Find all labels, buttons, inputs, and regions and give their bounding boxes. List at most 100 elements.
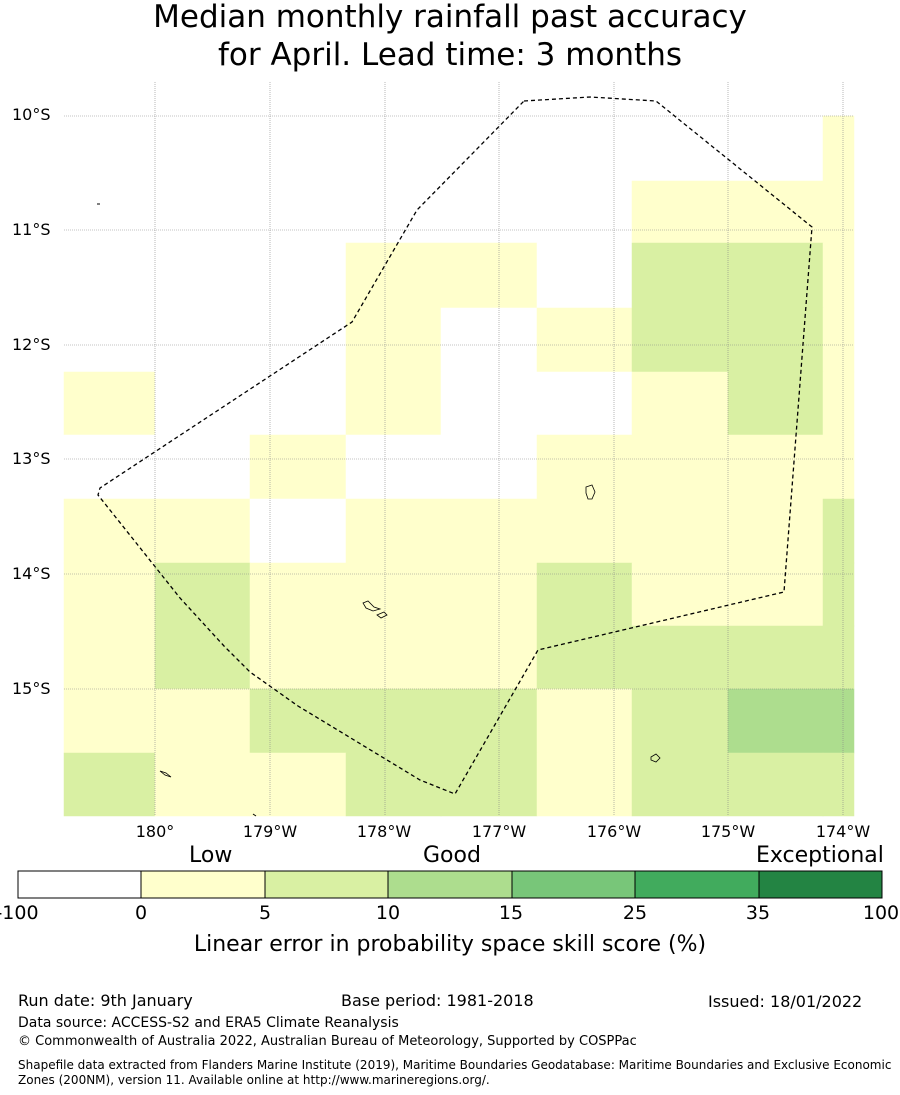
colorbar-tick-label: 10 bbox=[375, 902, 401, 924]
grid-cell bbox=[154, 752, 251, 817]
grid-cell bbox=[727, 180, 824, 244]
grid-cell bbox=[345, 81, 442, 117]
colorbar-segment bbox=[511, 870, 636, 899]
shapefile-credit-line-1: Shapefile data extracted from Flanders M… bbox=[18, 1058, 892, 1072]
lon-label: 175°W bbox=[700, 822, 756, 841]
grid-cell bbox=[631, 180, 729, 244]
grid-cell bbox=[727, 81, 824, 117]
grid-cell bbox=[440, 115, 538, 182]
grid-cell bbox=[631, 752, 729, 817]
colorbar-tick-label: -100 bbox=[0, 902, 39, 924]
grid-cell bbox=[154, 242, 251, 309]
grid-cell bbox=[249, 180, 347, 244]
lat-label: 13°S bbox=[12, 449, 51, 468]
grid-cell bbox=[440, 242, 538, 309]
colorbar-tick-label: 100 bbox=[862, 902, 900, 924]
colorbar-word-low: Low bbox=[189, 843, 233, 868]
grid-cell bbox=[440, 562, 538, 627]
colorbar-tick-label: 0 bbox=[134, 902, 148, 924]
island-outline bbox=[585, 484, 596, 500]
grid-cell bbox=[440, 180, 538, 244]
grid-cell bbox=[536, 371, 633, 436]
grid-cell bbox=[440, 81, 538, 117]
lon-label: 179°W bbox=[242, 822, 298, 841]
grid-cell bbox=[536, 688, 633, 754]
grid-cell bbox=[63, 242, 156, 309]
grid-cell bbox=[63, 81, 156, 117]
chart-title-line-1: Median monthly rainfall past accuracy bbox=[153, 0, 747, 35]
data-source: Data source: ACCESS-S2 and ERA5 Climate … bbox=[18, 1015, 399, 1031]
grid-cell bbox=[249, 115, 347, 182]
grid-cell bbox=[440, 371, 538, 436]
chart-title-line-2: for April. Lead time: 3 months bbox=[217, 37, 683, 73]
grid-cell bbox=[727, 307, 824, 373]
grid-cell bbox=[822, 371, 855, 436]
grid-cell bbox=[63, 115, 156, 182]
grid-cell bbox=[154, 562, 251, 627]
grid-cell bbox=[727, 434, 824, 500]
grid-cell bbox=[440, 498, 538, 564]
grid-cell bbox=[63, 688, 156, 754]
grid-cell bbox=[63, 434, 156, 500]
grid-cell bbox=[345, 371, 442, 436]
colorbar-tick-label: 5 bbox=[258, 902, 272, 924]
grid-cell bbox=[249, 307, 347, 373]
grid-cell bbox=[345, 307, 442, 373]
grid-cell bbox=[154, 307, 251, 373]
grid-cell bbox=[727, 688, 824, 754]
grid-cell bbox=[63, 562, 156, 627]
eez-boundary bbox=[97, 96, 813, 795]
grid-cell bbox=[249, 562, 347, 627]
colorbar-segment bbox=[17, 870, 142, 899]
grid-cell bbox=[822, 562, 855, 627]
colorbar-title: Linear error in probability space skill … bbox=[193, 932, 707, 957]
island-outline bbox=[376, 611, 388, 619]
grid-cell bbox=[154, 498, 251, 564]
grid-cell bbox=[631, 371, 729, 436]
lat-label: 12°S bbox=[12, 335, 51, 354]
skill-grid bbox=[63, 81, 855, 817]
grid-cell bbox=[440, 688, 538, 754]
grid-cell bbox=[154, 81, 251, 117]
grid-cell bbox=[440, 434, 538, 500]
grid-cell bbox=[631, 242, 729, 309]
grid-cell bbox=[536, 242, 633, 309]
grid-cell bbox=[154, 371, 251, 436]
grid-cell bbox=[727, 752, 824, 817]
grid-cell bbox=[536, 562, 633, 627]
grid-cell bbox=[440, 752, 538, 817]
lon-label: 174°W bbox=[815, 822, 871, 841]
grid-cell bbox=[822, 752, 855, 817]
grid-cell bbox=[536, 307, 633, 373]
grid-cell bbox=[536, 752, 633, 817]
grid-cell bbox=[536, 115, 633, 182]
grid-cell bbox=[631, 81, 729, 117]
issued-date: Issued: 18/01/2022 bbox=[708, 992, 863, 1011]
grid-cell bbox=[345, 562, 442, 627]
grid-cell bbox=[63, 180, 156, 244]
grid-cell bbox=[249, 752, 347, 817]
colorbar-segment bbox=[758, 870, 883, 899]
colorbar-word-exceptional: Exceptional bbox=[756, 843, 884, 868]
lon-label: 178°W bbox=[356, 822, 412, 841]
island-outline bbox=[362, 600, 382, 612]
run-date: Run date: 9th January bbox=[18, 991, 193, 1010]
grid-cell bbox=[345, 625, 442, 690]
grid-cell bbox=[345, 242, 442, 309]
grid-cell bbox=[631, 307, 729, 373]
grid-cell bbox=[727, 115, 824, 182]
grid-cell bbox=[154, 434, 251, 500]
island-outline bbox=[159, 770, 172, 778]
copyright: © Commonwealth of Australia 2022, Austra… bbox=[18, 1034, 637, 1049]
lat-label: 10°S bbox=[12, 105, 51, 124]
grid-cell bbox=[63, 498, 156, 564]
grid-cell bbox=[822, 625, 855, 690]
colorbar-tick-label: 15 bbox=[498, 902, 524, 924]
colorbar-tick-label: 35 bbox=[745, 902, 771, 924]
colorbar-word-good: Good bbox=[423, 843, 481, 868]
grid-cell bbox=[536, 498, 633, 564]
grid-cell bbox=[822, 498, 855, 564]
grid-cell bbox=[822, 242, 855, 309]
grid-cell bbox=[631, 115, 729, 182]
